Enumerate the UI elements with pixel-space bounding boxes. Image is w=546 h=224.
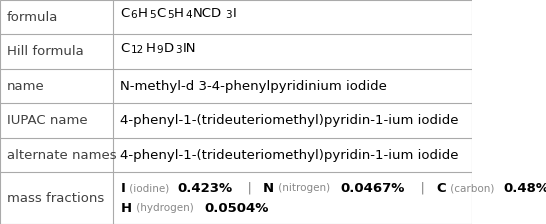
Text: D: D (164, 42, 174, 55)
Text: (hydrogen): (hydrogen) (133, 203, 197, 213)
Text: C: C (436, 182, 446, 195)
Text: IN: IN (182, 42, 196, 55)
Text: mass fractions: mass fractions (7, 192, 104, 205)
Text: 3: 3 (225, 10, 232, 20)
Text: 5: 5 (167, 10, 174, 20)
Text: IUPAC name: IUPAC name (7, 114, 88, 127)
Text: 6: 6 (130, 10, 137, 20)
Text: H: H (138, 7, 148, 20)
Text: C: C (120, 7, 129, 20)
Text: 5: 5 (149, 10, 156, 20)
Text: 0.0467%: 0.0467% (340, 182, 405, 195)
Text: |: | (239, 182, 260, 195)
Text: 12: 12 (130, 45, 144, 55)
Text: (carbon): (carbon) (447, 183, 497, 193)
Text: (iodine): (iodine) (126, 183, 173, 193)
Text: 0.0504%: 0.0504% (204, 202, 269, 215)
Text: Hill formula: Hill formula (7, 45, 84, 58)
Text: 3: 3 (175, 45, 182, 55)
Text: 4‑phenyl‑1‑(trideuteriomethyl)pyridin‑1‑ium iodide: 4‑phenyl‑1‑(trideuteriomethyl)pyridin‑1‑… (120, 149, 459, 162)
Text: N: N (263, 182, 274, 195)
Text: C: C (120, 42, 129, 55)
Text: (nitrogen): (nitrogen) (275, 183, 334, 193)
Text: 4‑phenyl‑1‑(trideuteriomethyl)pyridin‑1‑ium iodide: 4‑phenyl‑1‑(trideuteriomethyl)pyridin‑1‑… (120, 114, 459, 127)
Text: name: name (7, 80, 45, 93)
Text: 4: 4 (185, 10, 192, 20)
Text: C: C (157, 7, 165, 20)
Text: I: I (233, 7, 236, 20)
Text: 0.48%: 0.48% (503, 182, 546, 195)
Text: I: I (120, 182, 125, 195)
Text: N‑methyl‑d 3‑4‑phenylpyridinium iodide: N‑methyl‑d 3‑4‑phenylpyridinium iodide (120, 80, 387, 93)
Text: |: | (412, 182, 434, 195)
Text: H: H (174, 7, 184, 20)
Text: formula: formula (7, 11, 58, 24)
Text: H: H (145, 42, 155, 55)
Text: H: H (120, 202, 132, 215)
Text: NCD: NCD (193, 7, 222, 20)
Text: 0.423%: 0.423% (177, 182, 233, 195)
Text: 9: 9 (157, 45, 163, 55)
Text: alternate names: alternate names (7, 149, 117, 162)
